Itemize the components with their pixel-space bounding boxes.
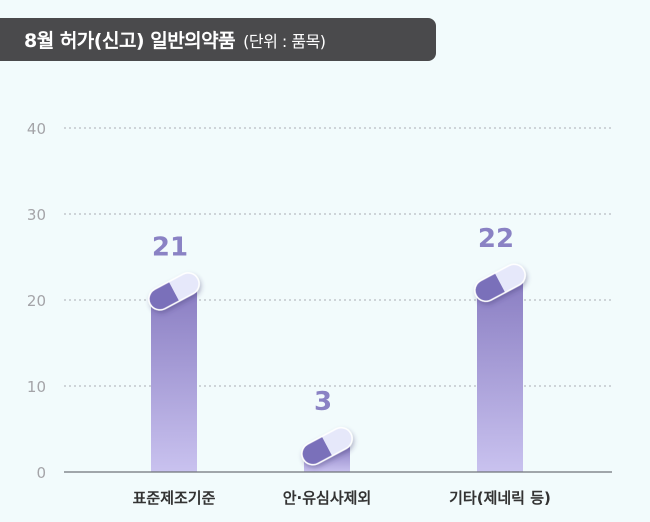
bar-value-label: 3 [314,387,332,417]
category-labels: 표준제조기준 안·유심사제외 기타(제네릭 등) [133,489,551,507]
capsule-icon [148,272,200,311]
category-label: 안·유심사제외 [283,489,372,507]
bar-value-label: 22 [478,224,514,254]
capsule-icon [301,426,353,466]
chart-unit: (단위 : 품목) [243,31,326,51]
y-tick-label: 20 [27,292,46,310]
bars: 21 3 22 [148,224,526,472]
category-label: 기타(제네릭 등) [449,489,551,507]
capsule-icon [474,263,526,303]
bar [151,291,197,472]
category-label: 표준제조기준 [133,489,216,507]
y-axis-ticks: 0 10 20 30 40 [27,120,46,482]
y-tick-label: 10 [27,378,46,396]
bar-value-label: 21 [152,232,188,262]
bar [477,282,523,472]
chart-title-bar: 8월 허가(신고) 일반의약품 (단위 : 품목) [0,18,436,61]
y-tick-label: 30 [27,206,46,224]
y-tick-label: 0 [36,464,46,482]
y-tick-label: 40 [27,120,46,138]
gridlines [64,127,612,387]
chart-title: 8월 허가(신고) 일반의약품 [24,30,236,52]
